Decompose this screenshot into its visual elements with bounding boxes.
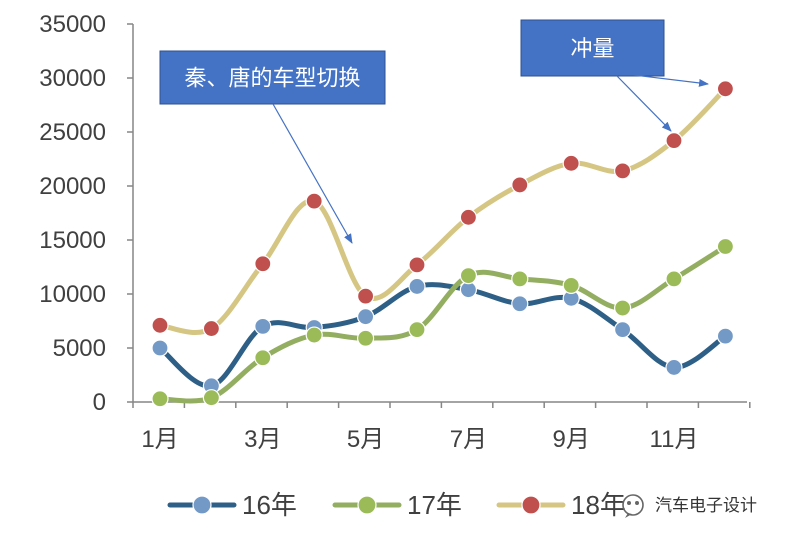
data-point	[151, 390, 169, 408]
data-point	[408, 256, 426, 274]
x-tick-label: 9月	[553, 426, 590, 453]
y-tick-label: 25000	[39, 119, 106, 146]
data-point	[151, 339, 169, 357]
x-tick-label: 5月	[347, 426, 384, 453]
data-point	[254, 317, 272, 335]
x-tick-label: 3月	[244, 426, 281, 453]
y-tick-label: 30000	[39, 65, 106, 92]
x-tick-label: 1月	[141, 426, 178, 453]
annotation-box	[159, 50, 386, 105]
y-tick-label: 20000	[39, 173, 106, 200]
data-point	[665, 358, 683, 377]
annotation-arrow	[616, 72, 709, 87]
data-point	[716, 327, 735, 345]
annotation-text: 冲量	[570, 37, 614, 62]
annotation-arrow	[616, 75, 672, 132]
data-point	[716, 237, 735, 256]
data-point	[357, 329, 375, 347]
y-tick-label: 35000	[39, 11, 106, 38]
legend-label: 18年	[571, 490, 626, 520]
series-line	[157, 282, 728, 389]
data-point	[357, 308, 375, 326]
legend: 16年 17年 18年	[167, 490, 626, 520]
data-point	[305, 192, 323, 210]
series-layer	[151, 80, 735, 408]
data-point	[562, 154, 580, 172]
data-point	[202, 319, 220, 338]
annotation-callout: 冲量	[520, 19, 709, 132]
data-point	[511, 295, 529, 313]
data-point	[151, 316, 169, 334]
legend-marker	[357, 495, 377, 515]
series-18年	[151, 80, 735, 338]
legend-label: 17年	[407, 490, 462, 520]
data-point	[716, 80, 735, 98]
annotation-arrow	[272, 103, 353, 244]
data-point	[613, 299, 632, 317]
data-point	[408, 321, 426, 339]
annotation-layer: 秦、唐的车型切换 冲量	[159, 19, 709, 244]
y-tick-label: 15000	[39, 227, 106, 254]
legend-item-17年: 17年	[332, 490, 462, 520]
series-line	[157, 86, 728, 335]
data-point	[511, 270, 529, 288]
data-point	[357, 287, 375, 305]
data-point	[511, 176, 529, 194]
y-tick-label: 0	[93, 389, 106, 416]
axes: 0 5000 10000 15000 20000 25000 30000 35000 1月 3月 5…	[39, 11, 751, 453]
annotation-callout: 秦、唐的车型切换	[159, 50, 386, 244]
legend-item-16年: 16年	[167, 490, 297, 520]
annotation-text: 秦、唐的车型切换	[184, 67, 360, 92]
legend-label: 16年	[242, 490, 297, 520]
x-tick-label: 7月	[450, 426, 487, 453]
data-point	[562, 276, 580, 294]
annotation-box	[520, 19, 665, 77]
series-16年	[151, 277, 735, 395]
series-17年	[151, 237, 735, 408]
data-point	[459, 267, 477, 285]
data-point	[613, 321, 632, 339]
data-point	[665, 270, 683, 288]
wechat-icon	[622, 494, 644, 518]
data-point	[408, 277, 426, 296]
watermark: 汽车电子设计	[622, 494, 757, 518]
data-point	[305, 326, 323, 344]
data-point	[254, 255, 272, 273]
y-tick-label: 5000	[53, 335, 106, 362]
legend-marker	[192, 495, 212, 515]
data-point	[459, 208, 477, 226]
data-point	[665, 132, 683, 150]
data-point	[202, 389, 220, 407]
series-line	[157, 243, 728, 404]
legend-item-18年: 18年	[496, 490, 626, 520]
data-point	[613, 162, 632, 180]
y-tick-label: 10000	[39, 281, 106, 308]
watermark-text: 汽车电子设计	[655, 496, 757, 516]
legend-marker	[521, 495, 541, 515]
data-point	[254, 349, 272, 367]
x-tick-label: 11月	[650, 426, 699, 453]
